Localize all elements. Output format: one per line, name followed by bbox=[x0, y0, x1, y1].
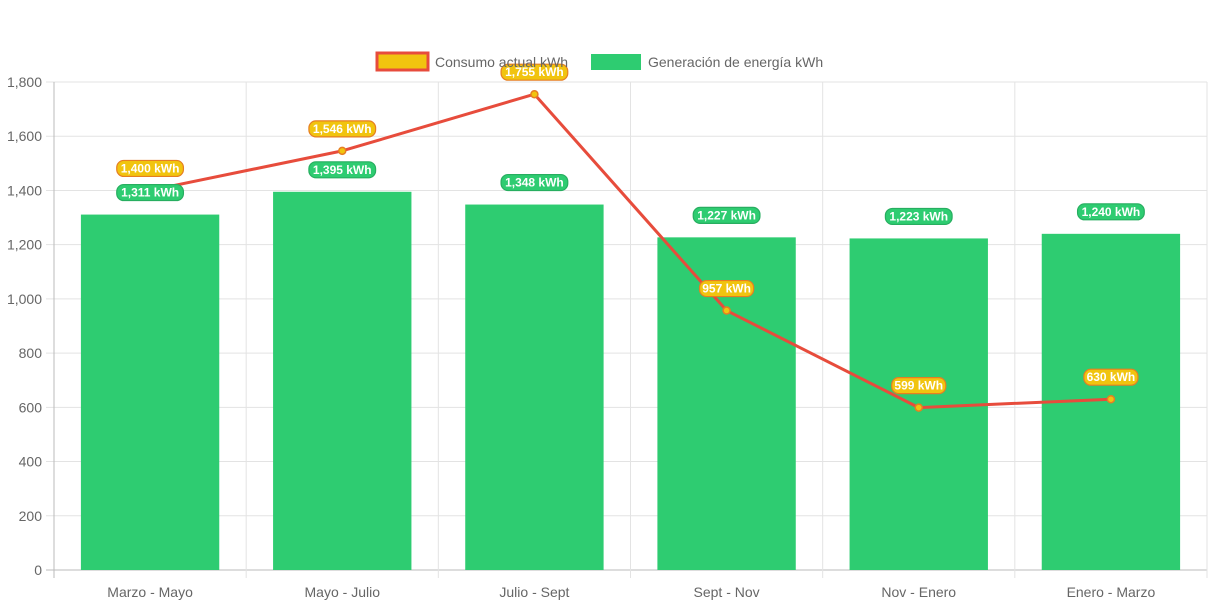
bar-data-label: 1,348 kWh bbox=[505, 176, 564, 190]
line-data-label: 1,755 kWh bbox=[505, 65, 564, 79]
legend-item-generacion[interactable]: Generación de energía kWh bbox=[591, 54, 823, 70]
bar-data-label-bg bbox=[308, 161, 377, 179]
line-data-label-bg bbox=[891, 377, 947, 395]
bar-data-label-bg bbox=[500, 173, 569, 192]
bar[interactable] bbox=[465, 204, 604, 570]
bar-data-label: 1,395 kWh bbox=[313, 163, 372, 177]
line-data-label-bg bbox=[698, 279, 755, 298]
bar-data-label: 1,227 kWh bbox=[697, 208, 756, 222]
line-data-label: 1,546 kWh bbox=[313, 122, 372, 136]
y-tick-label: 1,000 bbox=[7, 291, 42, 307]
line-point[interactable] bbox=[722, 306, 731, 315]
y-tick-label: 400 bbox=[19, 454, 43, 470]
data-labels: 1,311 kWh 1,395 kWh 1,348 kWh 1,227 kWh 1,22… bbox=[116, 63, 1145, 395]
y-tick-label: 0 bbox=[34, 562, 42, 578]
legend-label-consumo: Consumo actual kWh bbox=[435, 54, 568, 70]
legend-item-consumo[interactable]: Consumo actual kWh bbox=[375, 51, 568, 72]
x-tick-label: Julio - Sept bbox=[499, 584, 569, 600]
line-data-label-bg bbox=[500, 63, 569, 81]
y-tick-label: 1,800 bbox=[7, 74, 42, 90]
legend-swatch-generacion bbox=[591, 54, 641, 70]
line-series bbox=[145, 89, 1116, 412]
bar[interactable] bbox=[80, 214, 220, 570]
bar-data-label-bg bbox=[1076, 203, 1145, 221]
bar[interactable] bbox=[273, 191, 412, 571]
line-point[interactable] bbox=[1106, 394, 1116, 404]
bar-series bbox=[80, 191, 1181, 571]
y-tick-label: 1,400 bbox=[7, 182, 42, 198]
line-data-label: 957 kWh bbox=[702, 282, 751, 296]
legend: Consumo actual kWh Generación de energía… bbox=[375, 51, 823, 72]
bar-data-label: 1,223 kWh bbox=[889, 209, 948, 223]
bar-data-label-bg bbox=[116, 183, 185, 202]
legend-swatch-consumo bbox=[375, 51, 430, 72]
x-tick-label: Nov - Enero bbox=[881, 584, 956, 600]
line-point[interactable] bbox=[914, 403, 923, 412]
line-data-label: 1,400 kWh bbox=[121, 161, 180, 175]
y-tick-label: 200 bbox=[19, 508, 43, 524]
x-tick-label: Sept - Nov bbox=[694, 584, 760, 600]
line-point[interactable] bbox=[530, 89, 539, 99]
y-tick-label: 600 bbox=[19, 399, 43, 415]
x-tick-label: Mayo - Julio bbox=[305, 584, 381, 600]
line-point[interactable] bbox=[338, 146, 347, 156]
bar-data-label: 1,311 kWh bbox=[121, 186, 179, 200]
y-tick-label: 1,600 bbox=[7, 128, 42, 144]
line-data-label: 599 kWh bbox=[894, 379, 943, 393]
line-path bbox=[149, 92, 1111, 410]
line-data-label-bg bbox=[116, 159, 185, 178]
bar-data-label-bg bbox=[884, 207, 953, 226]
legend-label-generacion: Generación de energía kWh bbox=[648, 54, 823, 70]
y-tick-label: 800 bbox=[19, 345, 43, 361]
bar-data-label: 1,240 kWh bbox=[1082, 205, 1141, 219]
line-data-label-bg bbox=[308, 120, 377, 138]
line-data-label: 630 kWh bbox=[1087, 370, 1136, 384]
y-tick-label: 1,200 bbox=[7, 237, 42, 253]
x-tick-label: Marzo - Mayo bbox=[107, 584, 193, 600]
grid-lines bbox=[46, 81, 1208, 578]
x-tick-label: Enero - Marzo bbox=[1067, 584, 1156, 600]
line-data-label-bg bbox=[1083, 368, 1139, 386]
bar-data-label-bg bbox=[692, 206, 761, 224]
axes: 0 200 400 600 800 1,000 1,200 1,400 1,600 1,800 Ma… bbox=[7, 74, 1156, 600]
